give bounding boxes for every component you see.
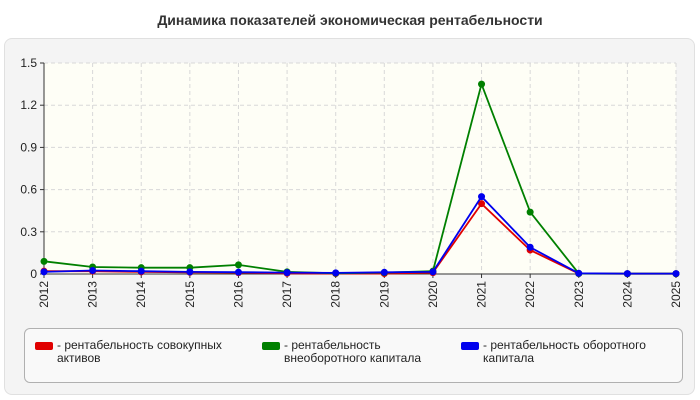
y-tick-label: 0.3 xyxy=(20,225,37,239)
x-tick-label: 2024 xyxy=(620,281,634,308)
legend-item-fixed-capital: - рентабельность внеоборотного капитала xyxy=(262,339,437,365)
series-point-2 xyxy=(623,270,631,278)
legend-label-fixed-capital: - рентабельность внеоборотного капитала xyxy=(284,338,421,365)
plot-background xyxy=(44,63,676,274)
y-tick-label: 0.6 xyxy=(20,183,37,197)
legend-swatch-assets xyxy=(35,342,53,350)
legend-item-assets: - рентабельность совокупных активов xyxy=(35,339,245,365)
x-tick-label: 2017 xyxy=(280,281,294,308)
series-point-2 xyxy=(575,269,583,277)
legend-label-assets: - рентабельность совокупных активов xyxy=(57,338,222,365)
series-point-1 xyxy=(478,80,486,88)
series-point-2 xyxy=(380,268,388,276)
legend-swatch-fixed-capital xyxy=(262,342,280,350)
series-point-2 xyxy=(429,268,437,276)
series-point-2 xyxy=(40,268,48,276)
x-tick-label: 2015 xyxy=(183,281,197,308)
x-tick-label: 2018 xyxy=(329,281,343,308)
x-tick-label: 2013 xyxy=(86,281,100,308)
y-tick-label: 0 xyxy=(30,267,37,281)
series-point-0 xyxy=(478,200,486,208)
x-tick-label: 2025 xyxy=(669,281,683,308)
series-point-2 xyxy=(186,268,194,276)
series-point-2 xyxy=(526,243,534,251)
series-point-2 xyxy=(478,193,486,201)
series-point-2 xyxy=(89,266,97,274)
x-tick-label: 2020 xyxy=(426,281,440,308)
legend-label-working-capital: - рентабельность оборотного капитала xyxy=(483,338,646,365)
series-point-2 xyxy=(137,267,145,275)
x-tick-label: 2023 xyxy=(572,281,586,308)
x-tick-label: 2022 xyxy=(523,281,537,308)
x-tick-label: 2016 xyxy=(231,281,245,308)
x-tick-label: 2012 xyxy=(37,281,51,308)
y-tick-label: 1.2 xyxy=(20,98,37,112)
series-point-1 xyxy=(234,261,242,269)
legend: - рентабельность совокупных активов - ре… xyxy=(24,328,683,383)
legend-swatch-working-capital xyxy=(461,342,479,350)
chart-title: Динамика показателей экономическая рента… xyxy=(157,12,543,28)
y-tick-label: 1.5 xyxy=(20,56,37,70)
series-point-2 xyxy=(234,268,242,276)
series-line-2 xyxy=(43,195,676,275)
series-point-1 xyxy=(40,257,48,265)
x-tick-label: 2021 xyxy=(475,281,489,308)
series-point-1 xyxy=(526,208,534,216)
x-tick-label: 2014 xyxy=(134,281,148,308)
y-tick-label: 0.9 xyxy=(20,140,37,154)
series-point-2 xyxy=(332,269,340,277)
legend-item-working-capital: - рентабельность оборотного капитала xyxy=(461,339,671,365)
series-point-2 xyxy=(672,270,680,278)
series-point-2 xyxy=(283,269,291,277)
x-tick-label: 2019 xyxy=(377,281,391,308)
